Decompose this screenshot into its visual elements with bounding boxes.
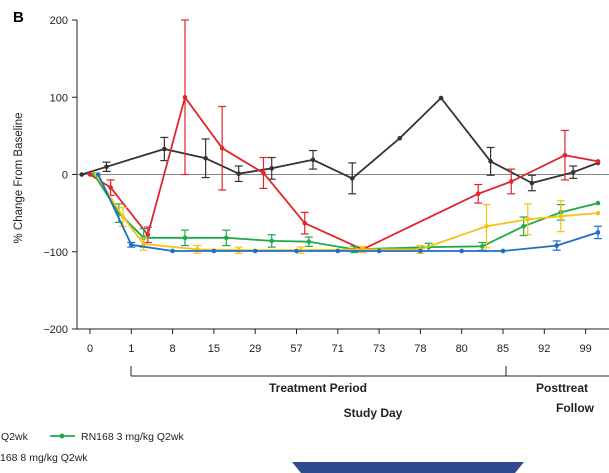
x-ticks: 0 1 8 15 29 57 71 73 78 80 85 92 99 xyxy=(87,329,592,355)
y-ticks: 200 100 0 −100 −200 xyxy=(43,15,77,336)
series-5 xyxy=(95,172,602,254)
data-point xyxy=(521,223,526,229)
x-tick-label: 85 xyxy=(497,343,509,355)
x-tick-label: 80 xyxy=(456,343,468,355)
data-point xyxy=(145,232,151,238)
data-point xyxy=(508,179,514,184)
data-point xyxy=(525,217,531,222)
data-point xyxy=(211,248,217,254)
y-tick-label: 200 xyxy=(50,15,68,27)
x-tick-label: 57 xyxy=(290,343,302,355)
data-point xyxy=(182,94,188,100)
legend-label-2: RN168 3 mg/kg Q2wk xyxy=(81,431,184,443)
data-point xyxy=(95,172,101,177)
data-point xyxy=(529,180,535,186)
data-point xyxy=(558,213,564,219)
data-point xyxy=(570,169,576,175)
y-tick-label: −200 xyxy=(43,324,68,336)
legend-marker-2 xyxy=(59,433,65,439)
series-line xyxy=(89,96,599,251)
data-point xyxy=(236,171,241,177)
series-3 xyxy=(91,172,601,254)
data-point xyxy=(554,243,559,248)
data-point xyxy=(261,170,266,176)
data-point xyxy=(223,235,229,241)
down-arrow-banner xyxy=(292,462,524,473)
data-point xyxy=(306,239,312,245)
data-point xyxy=(500,248,506,254)
data-point xyxy=(294,248,299,254)
data-point xyxy=(595,200,601,206)
panel-label: B xyxy=(13,9,24,26)
data-point xyxy=(484,223,489,229)
data-point xyxy=(376,248,382,254)
data-point xyxy=(269,166,275,171)
y-tick-label: 100 xyxy=(50,92,68,104)
period-bracket xyxy=(130,366,609,377)
series-line xyxy=(81,97,599,184)
data-point xyxy=(562,152,568,158)
data-point xyxy=(488,159,493,164)
data-point xyxy=(595,210,601,216)
data-point xyxy=(104,164,109,170)
data-point xyxy=(87,172,93,177)
data-point xyxy=(302,220,308,226)
series-1 xyxy=(79,95,601,195)
series-line xyxy=(97,174,599,252)
series-4 xyxy=(93,172,601,254)
x-tick-label: 73 xyxy=(373,343,385,355)
y-tick-label: 0 xyxy=(62,170,68,182)
series-line xyxy=(95,174,599,252)
data-point xyxy=(438,95,444,101)
x-tick-label: 71 xyxy=(332,343,344,355)
x-tick-label: 99 xyxy=(579,343,591,355)
legend: Q2wk RN168 3 mg/kg Q2wk 168 8 mg/kg Q2wk xyxy=(0,431,184,464)
data-point xyxy=(335,248,341,254)
series-layer xyxy=(79,19,602,254)
data-point xyxy=(595,159,601,164)
data-point xyxy=(79,172,85,177)
data-point xyxy=(170,248,175,254)
data-point xyxy=(418,248,423,254)
y-tick-label: −100 xyxy=(43,247,68,259)
followup-label: Follow xyxy=(556,401,595,415)
legend-label-1: Q2wk xyxy=(1,431,29,443)
x-tick-label: 8 xyxy=(170,343,176,355)
posttreatment-label: Posttreat xyxy=(536,381,588,395)
data-point xyxy=(349,176,355,181)
data-point xyxy=(129,242,134,248)
data-point xyxy=(269,238,275,244)
data-point xyxy=(475,191,481,197)
data-point xyxy=(252,248,258,254)
x-tick-label: 92 xyxy=(538,343,550,355)
y-axis-title: % Change From Baseline xyxy=(13,112,25,243)
x-axis-title: Study Day xyxy=(344,406,403,420)
x-tick-label: 78 xyxy=(414,343,426,355)
data-point xyxy=(459,248,465,254)
data-point xyxy=(397,135,403,141)
data-point xyxy=(120,214,126,220)
series-line xyxy=(93,174,599,251)
x-tick-label: 0 xyxy=(87,343,93,355)
x-tick-label: 1 xyxy=(128,343,134,355)
data-point xyxy=(595,230,601,235)
data-point xyxy=(162,146,167,152)
legend-label-3: 168 8 mg/kg Q2wk xyxy=(0,452,88,464)
x-tick-label: 15 xyxy=(208,343,220,355)
data-point xyxy=(310,157,316,163)
data-point xyxy=(108,185,113,190)
treatment-period-label: Treatment Period xyxy=(269,381,367,395)
x-tick-label: 29 xyxy=(249,343,261,355)
data-point xyxy=(219,145,225,151)
data-point xyxy=(182,235,188,241)
data-point xyxy=(141,241,146,247)
series-2 xyxy=(87,19,601,252)
data-point xyxy=(203,155,208,161)
